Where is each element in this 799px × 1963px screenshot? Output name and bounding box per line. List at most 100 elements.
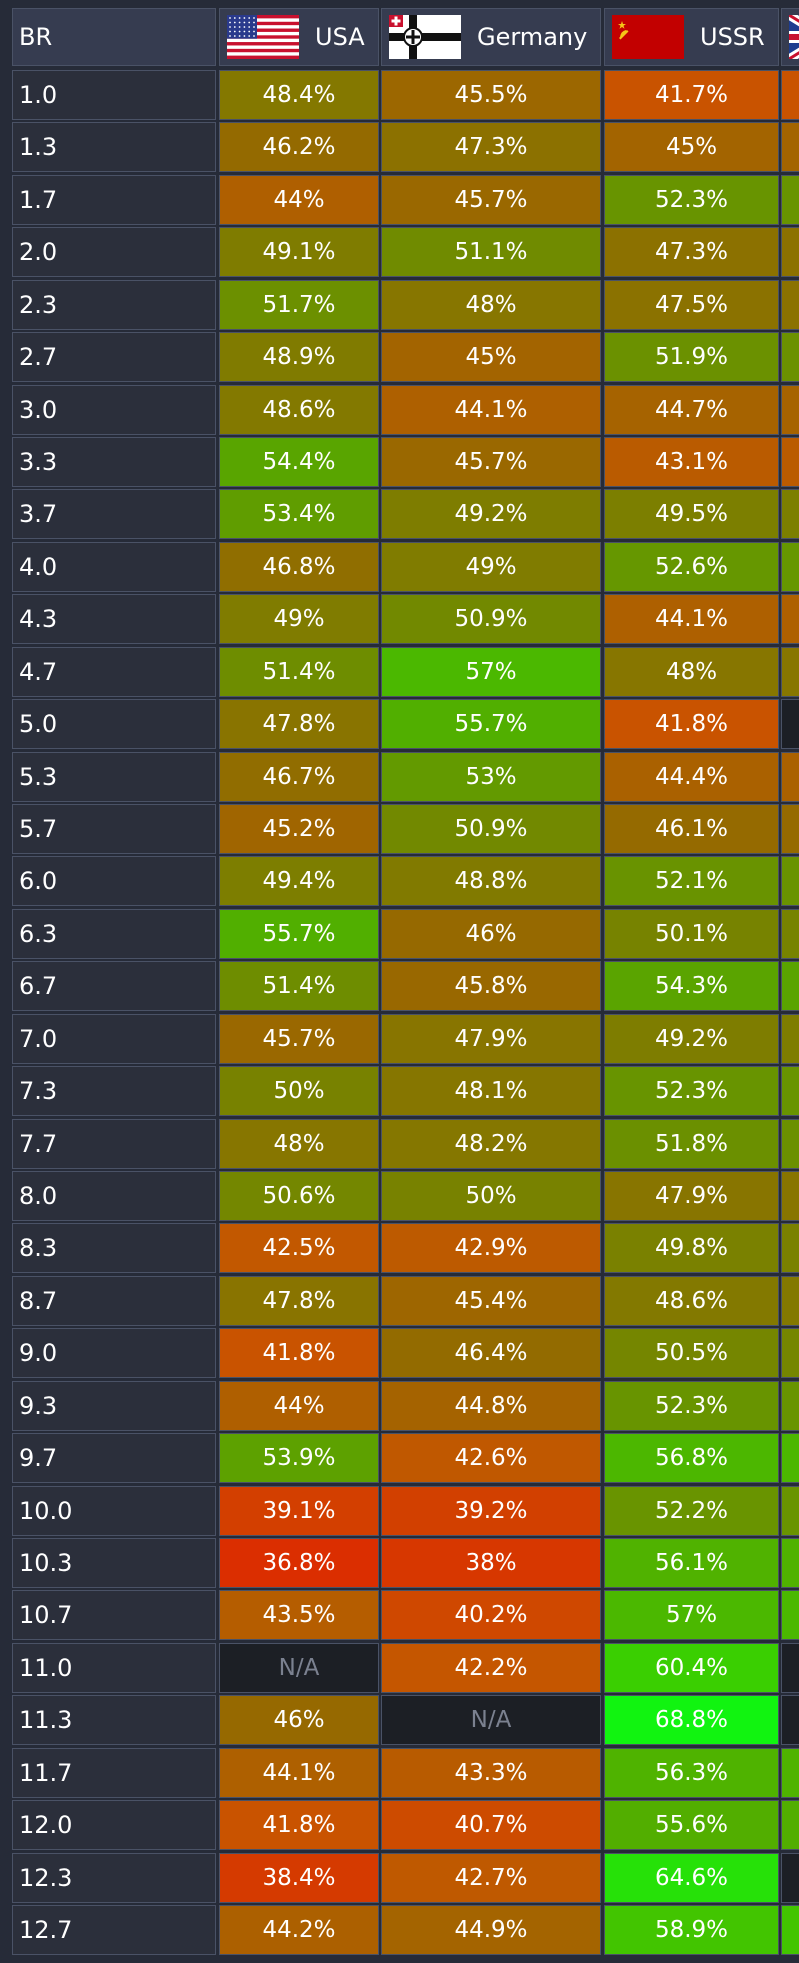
win-rate-cell: N/A <box>219 1642 379 1693</box>
ussr-flag-icon <box>612 15 684 59</box>
win-rate-cell: 52.3% <box>604 174 779 225</box>
win-rate-cell: 39.1% <box>219 1485 379 1536</box>
column-header-ussr[interactable]: USSR <box>604 8 779 66</box>
column-header-label: USSR <box>700 23 765 51</box>
win-rate-cell: 68.8% <box>604 1695 779 1746</box>
win-rate-cell: 50.9% <box>381 804 601 855</box>
win-rate-cell: 45.5% <box>381 70 601 120</box>
win-rate-cell: 42.7% <box>381 1852 601 1903</box>
win-rate-cell: 40.2% <box>381 1590 601 1641</box>
win-rate-cell: 55.7% <box>381 699 601 750</box>
win-rate-cell: 44.7% <box>604 384 779 435</box>
win-rate-cell-partial <box>781 1013 799 1064</box>
win-rate-cell-partial <box>781 1066 799 1117</box>
win-rate-cell: 45% <box>604 122 779 173</box>
win-rate-cell: 42.5% <box>219 1223 379 1274</box>
br-value: 1.7 <box>12 174 216 225</box>
win-rate-cell: 47.9% <box>381 1013 601 1064</box>
germany-flag-icon <box>389 15 461 59</box>
win-rate-cell: 38% <box>381 1538 601 1589</box>
win-rate-cell: 44% <box>219 1380 379 1431</box>
win-rate-cell: 44.1% <box>219 1747 379 1798</box>
br-value: 9.3 <box>12 1380 216 1431</box>
win-rate-cell: 45.7% <box>381 437 601 487</box>
win-rate-cell: 51.4% <box>219 961 379 1012</box>
win-rate-cell: 52.2% <box>604 1485 779 1536</box>
win-rate-cell-partial <box>781 122 799 173</box>
br-value: 10.0 <box>12 1485 216 1536</box>
win-rate-cell: 49.5% <box>604 489 779 540</box>
win-rate-cell: 49.1% <box>219 227 379 278</box>
win-rate-cell: 47.5% <box>604 279 779 330</box>
win-rate-cell: 49.2% <box>381 489 601 540</box>
win-rate-cell: 47.8% <box>219 699 379 750</box>
win-rate-cell: 56.3% <box>604 1747 779 1798</box>
br-value: 1.0 <box>12 70 216 120</box>
win-rate-cell: 47.3% <box>604 227 779 278</box>
br-value: 1.3 <box>12 122 216 173</box>
win-rate-cell: 43.1% <box>604 437 779 487</box>
win-rate-cell: 45.7% <box>381 174 601 225</box>
win-rate-cell-partial <box>781 1642 799 1693</box>
win-rate-cell: 39.2% <box>381 1485 601 1536</box>
win-rate-cell: 42.6% <box>381 1433 601 1484</box>
br-value: 6.7 <box>12 961 216 1012</box>
win-rate-cell-partial <box>781 1433 799 1484</box>
br-value: 5.7 <box>12 804 216 855</box>
win-rate-cell: 47.3% <box>381 122 601 173</box>
br-value: 2.0 <box>12 227 216 278</box>
win-rate-cell-partial <box>781 856 799 907</box>
win-rate-cell: 58.9% <box>604 1905 779 1956</box>
br-value: 4.0 <box>12 541 216 592</box>
win-rate-cell: 51.1% <box>381 227 601 278</box>
br-value: 5.3 <box>12 751 216 802</box>
column-header-germany[interactable]: Germany <box>381 8 601 66</box>
win-rate-cell: 54.3% <box>604 961 779 1012</box>
win-rate-cell-partial <box>781 541 799 592</box>
win-rate-cell-partial <box>781 594 799 645</box>
br-value: 2.3 <box>12 279 216 330</box>
win-rate-cell: 56.1% <box>604 1538 779 1589</box>
win-rate-cell: 48% <box>381 279 601 330</box>
win-rate-cell-partial <box>781 1695 799 1746</box>
win-rate-cell: 54.4% <box>219 437 379 487</box>
column-header-br[interactable]: BR <box>12 8 216 66</box>
br-value: 2.7 <box>12 332 216 383</box>
win-rate-cell-partial <box>781 1275 799 1326</box>
win-rate-cell: 41.8% <box>604 699 779 750</box>
win-rate-cell: 48.6% <box>219 384 379 435</box>
win-rate-cell: 50.5% <box>604 1328 779 1379</box>
br-value: 4.3 <box>12 594 216 645</box>
win-rate-cell: 50.6% <box>219 1171 379 1222</box>
win-rate-cell: 48.6% <box>604 1275 779 1326</box>
win-rate-cell: 44.8% <box>381 1380 601 1431</box>
win-rate-cell-partial <box>781 1223 799 1274</box>
win-rate-cell: 49.4% <box>219 856 379 907</box>
column-header-partial[interactable] <box>781 8 799 66</box>
win-rate-cell-partial <box>781 1538 799 1589</box>
win-rate-cell: 44.2% <box>219 1905 379 1956</box>
win-rate-cell-partial <box>781 804 799 855</box>
win-rate-cell: 48.9% <box>219 332 379 383</box>
win-rate-cell: 44.9% <box>381 1905 601 1956</box>
win-rate-cell: 52.3% <box>604 1380 779 1431</box>
column-header-usa[interactable]: USA <box>219 8 379 66</box>
win-rate-cell: 46.7% <box>219 751 379 802</box>
br-value: 10.7 <box>12 1590 216 1641</box>
win-rate-cell: 40.7% <box>381 1800 601 1851</box>
win-rate-cell: 43.5% <box>219 1590 379 1641</box>
win-rate-cell-partial <box>781 908 799 959</box>
br-value: 11.0 <box>12 1642 216 1693</box>
win-rate-cell: 57% <box>381 646 601 697</box>
win-rate-cell: 52.3% <box>604 1066 779 1117</box>
br-value: 4.7 <box>12 646 216 697</box>
win-rate-cell: 52.6% <box>604 541 779 592</box>
win-rate-cell: 48% <box>219 1118 379 1169</box>
win-rate-cell: 55.6% <box>604 1800 779 1851</box>
win-rate-cell: 46.4% <box>381 1328 601 1379</box>
win-rate-cell: 46% <box>219 1695 379 1746</box>
win-rate-cell-partial <box>781 1852 799 1903</box>
win-rate-cell: 41.8% <box>219 1328 379 1379</box>
win-rate-cell-partial <box>781 437 799 487</box>
